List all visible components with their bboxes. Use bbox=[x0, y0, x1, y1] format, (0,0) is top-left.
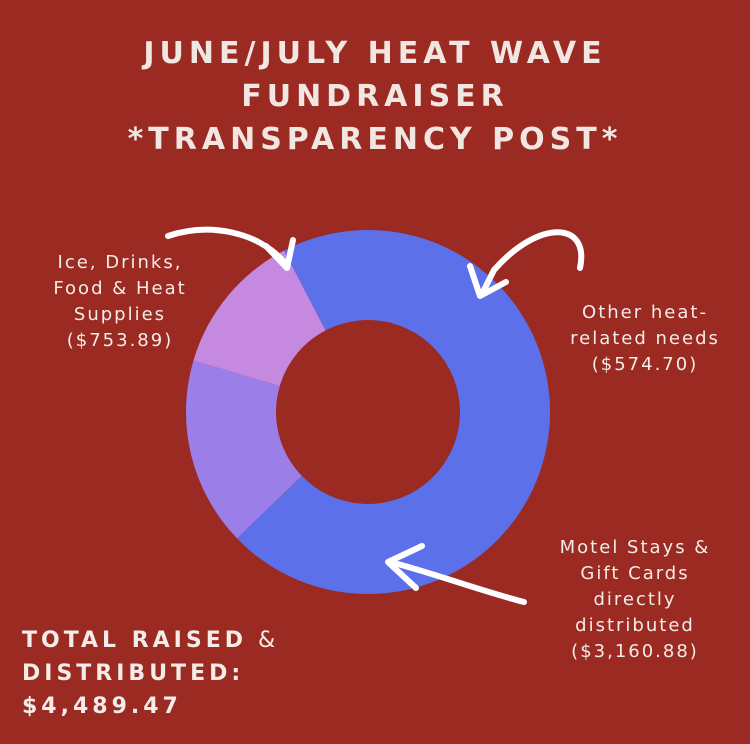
label-other-value: ($574.70) bbox=[591, 354, 699, 375]
arrow-ice-head bbox=[263, 237, 296, 271]
slice-motel-stays bbox=[237, 230, 551, 594]
label-motel-line-1: Motel Stays & bbox=[559, 537, 711, 558]
title-line-1: JUNE/JULY HEAT WAVE bbox=[143, 36, 607, 71]
total-label-bold: TOTAL RAISED bbox=[22, 628, 247, 653]
total-amount: $4,489.47 bbox=[22, 694, 182, 719]
label-other-needs: Other heat- related needs ($574.70) bbox=[555, 300, 735, 378]
label-other-line-1: Other heat- bbox=[582, 302, 708, 323]
slice-ice-drinks bbox=[186, 360, 302, 539]
title-line-3: *TRANSPARENCY POST* bbox=[127, 122, 623, 157]
label-motel-stays: Motel Stays & Gift Cards directly distri… bbox=[530, 535, 740, 665]
label-ice-line-2: Food & Heat bbox=[53, 278, 187, 299]
page-title: JUNE/JULY HEAT WAVE FUNDRAISER *TRANSPAR… bbox=[0, 32, 750, 161]
label-motel-value: ($3,160.88) bbox=[571, 641, 699, 662]
arrow-other bbox=[479, 229, 585, 297]
label-ice-value: ($753.89) bbox=[66, 330, 174, 351]
label-ice-line-3: Supplies bbox=[73, 304, 167, 325]
arrow-motel bbox=[387, 559, 527, 605]
total-label-amp: & bbox=[247, 628, 280, 653]
label-ice-line-1: Ice, Drinks, bbox=[57, 252, 183, 273]
label-other-line-2: related needs bbox=[570, 328, 720, 349]
title-line-2: FUNDRAISER bbox=[241, 79, 509, 114]
label-motel-line-4: distributed bbox=[575, 615, 695, 636]
label-ice-drinks: Ice, Drinks, Food & Heat Supplies ($753.… bbox=[30, 250, 210, 354]
arrow-other-head bbox=[467, 263, 509, 299]
label-motel-line-2: Gift Cards bbox=[580, 563, 690, 584]
label-motel-line-3: directly bbox=[593, 589, 677, 610]
total-raised: TOTAL RAISED & DISTRIBUTED: $4,489.47 bbox=[22, 624, 279, 723]
total-label-line-2: DISTRIBUTED: bbox=[22, 661, 245, 686]
slice-other-needs bbox=[193, 250, 326, 386]
arrow-motel-head bbox=[385, 543, 425, 591]
